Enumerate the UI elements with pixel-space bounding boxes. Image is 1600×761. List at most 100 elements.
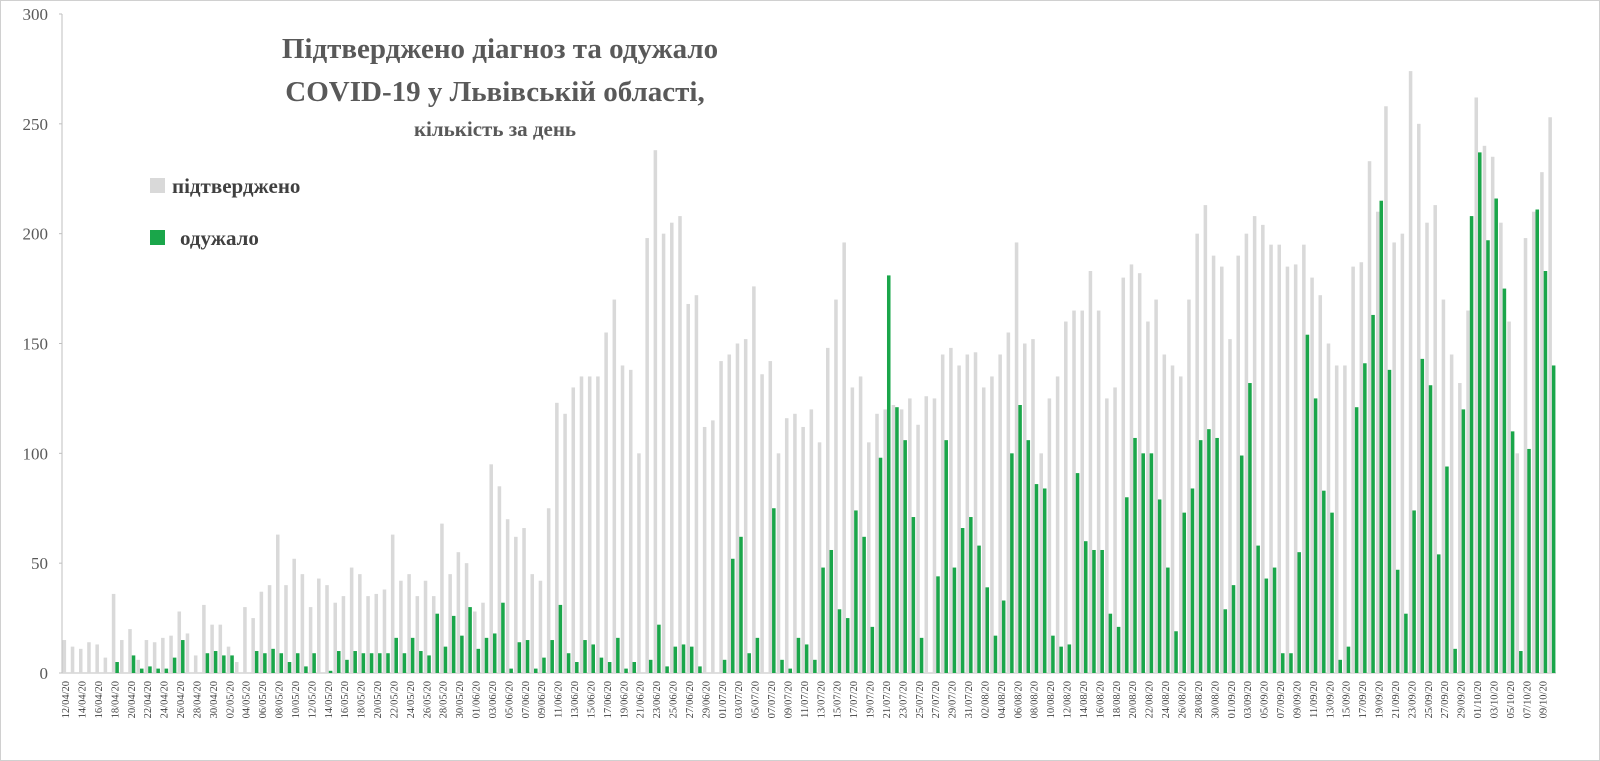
bar bbox=[1297, 552, 1301, 673]
bar bbox=[727, 354, 732, 673]
bar bbox=[1338, 659, 1342, 673]
x-tick-label: 14/04/20 bbox=[78, 681, 89, 718]
bar bbox=[596, 376, 600, 673]
x-tick-label: 12/08/20 bbox=[1063, 681, 1074, 718]
x-tick-label: 10/05/20 bbox=[291, 681, 302, 718]
x-tick-label: 22/08/20 bbox=[1145, 681, 1156, 718]
x-tick-label: 23/06/20 bbox=[652, 681, 663, 718]
bar bbox=[977, 545, 981, 673]
bar bbox=[276, 534, 280, 673]
bar bbox=[1042, 488, 1047, 673]
bar bbox=[558, 604, 563, 673]
bar bbox=[1154, 299, 1158, 673]
bar bbox=[1162, 354, 1167, 673]
bar bbox=[1031, 339, 1035, 673]
bar bbox=[599, 657, 604, 673]
bar bbox=[1436, 554, 1441, 673]
x-tick-label: 24/05/20 bbox=[406, 681, 417, 718]
bar bbox=[1088, 271, 1093, 673]
x-tick-label: 16/08/20 bbox=[1095, 681, 1106, 718]
bar bbox=[1420, 358, 1425, 673]
x-tick-label: 15/07/20 bbox=[833, 681, 844, 718]
bar bbox=[476, 648, 481, 673]
bar bbox=[1425, 222, 1429, 673]
bar bbox=[821, 567, 825, 673]
bar bbox=[772, 508, 776, 673]
bar bbox=[731, 558, 735, 673]
bar bbox=[903, 440, 907, 673]
x-tick-label: 27/07/20 bbox=[931, 681, 942, 718]
bar bbox=[345, 659, 349, 673]
bar bbox=[932, 398, 937, 673]
bar bbox=[468, 607, 472, 673]
bar bbox=[87, 642, 91, 673]
bar bbox=[645, 238, 649, 673]
bar bbox=[358, 574, 362, 673]
bar bbox=[1272, 567, 1277, 673]
bar bbox=[743, 339, 748, 673]
bar bbox=[883, 409, 887, 673]
bar bbox=[752, 286, 756, 673]
bar bbox=[698, 666, 702, 673]
bar bbox=[509, 668, 513, 673]
bar bbox=[415, 596, 420, 673]
bar bbox=[604, 332, 608, 673]
bar bbox=[850, 387, 855, 673]
bar bbox=[793, 413, 797, 673]
bar bbox=[908, 398, 912, 673]
bar bbox=[628, 369, 633, 673]
bar bbox=[719, 361, 723, 673]
bar bbox=[156, 668, 160, 673]
bar bbox=[1187, 299, 1191, 673]
x-tick-label: 16/04/20 bbox=[94, 681, 105, 718]
bar bbox=[402, 653, 407, 673]
bar bbox=[1014, 242, 1019, 673]
bar bbox=[1474, 97, 1479, 674]
bar bbox=[538, 580, 543, 673]
bar bbox=[304, 666, 308, 673]
bar bbox=[369, 653, 374, 673]
bar bbox=[336, 651, 341, 673]
bar bbox=[780, 659, 784, 673]
bar bbox=[1231, 585, 1236, 673]
bar bbox=[957, 365, 961, 673]
y-tick-label: 250 bbox=[23, 115, 49, 134]
bar bbox=[308, 607, 313, 673]
x-tick-label: 27/06/20 bbox=[685, 681, 696, 718]
bar bbox=[1018, 405, 1022, 673]
bar bbox=[1445, 466, 1449, 673]
bar bbox=[899, 409, 904, 673]
x-tick-label: 25/06/20 bbox=[669, 681, 680, 718]
bar bbox=[1326, 343, 1331, 673]
x-tick-label: 05/07/20 bbox=[751, 681, 762, 718]
x-tick-label: 18/08/20 bbox=[1112, 681, 1123, 718]
x-tick-label: 09/09/20 bbox=[1292, 681, 1303, 718]
bar bbox=[1359, 262, 1364, 673]
x-tick-label: 17/09/20 bbox=[1358, 681, 1369, 718]
bar bbox=[1531, 211, 1536, 673]
bar bbox=[993, 635, 998, 673]
x-tick-label: 03/09/20 bbox=[1243, 681, 1254, 718]
bar bbox=[760, 374, 764, 673]
bar bbox=[218, 624, 223, 673]
bar bbox=[1499, 222, 1503, 673]
bar bbox=[287, 662, 292, 673]
bar bbox=[95, 644, 99, 673]
bar bbox=[185, 633, 190, 673]
x-tick-label: 03/07/20 bbox=[734, 681, 745, 718]
bar bbox=[1248, 383, 1252, 673]
bar bbox=[1392, 242, 1396, 673]
bar bbox=[148, 666, 152, 673]
bar bbox=[1178, 376, 1183, 673]
x-tick-label: 23/07/20 bbox=[898, 681, 909, 718]
bar bbox=[1354, 407, 1359, 673]
x-tick-label: 22/04/20 bbox=[143, 681, 154, 718]
bar bbox=[681, 644, 686, 673]
bar bbox=[164, 668, 169, 673]
bar bbox=[895, 407, 899, 673]
bar bbox=[202, 604, 206, 673]
bar bbox=[870, 626, 875, 673]
x-tick-label: 19/06/20 bbox=[619, 681, 630, 718]
bar bbox=[936, 576, 940, 673]
bar bbox=[292, 558, 296, 673]
